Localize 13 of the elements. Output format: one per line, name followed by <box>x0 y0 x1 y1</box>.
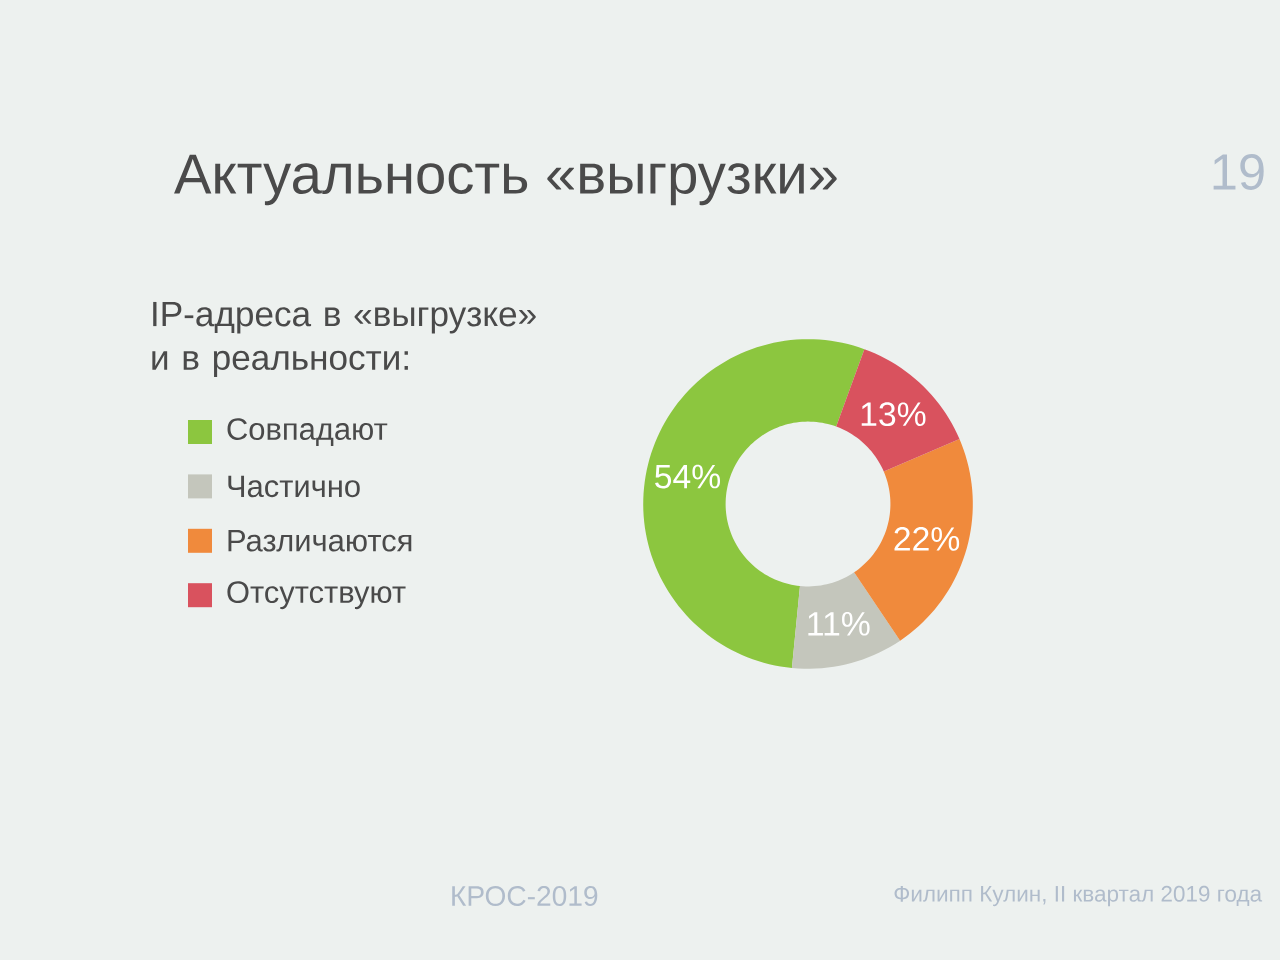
legend-label: Совпадают <box>227 418 388 446</box>
data-label: 13% <box>861 402 926 427</box>
data-label: 54% <box>655 464 721 489</box>
legend-label: Отсутствуют <box>227 581 406 610</box>
text: Филипп Кулин, II квартал 2019 года <box>894 885 1263 907</box>
text: КРОС-2019 <box>452 886 598 906</box>
text: 19 <box>1213 154 1264 190</box>
legend-label: Частично <box>228 475 360 498</box>
chart-subtitle: IP-адреса в «выгрузке» и в реальности: <box>152 301 536 377</box>
legend-label: Различаются <box>228 530 412 552</box>
chart-title: Актуальность «выгрузки» <box>174 154 837 206</box>
data-label: 22% <box>894 527 960 551</box>
data-label: 11% <box>808 612 870 636</box>
